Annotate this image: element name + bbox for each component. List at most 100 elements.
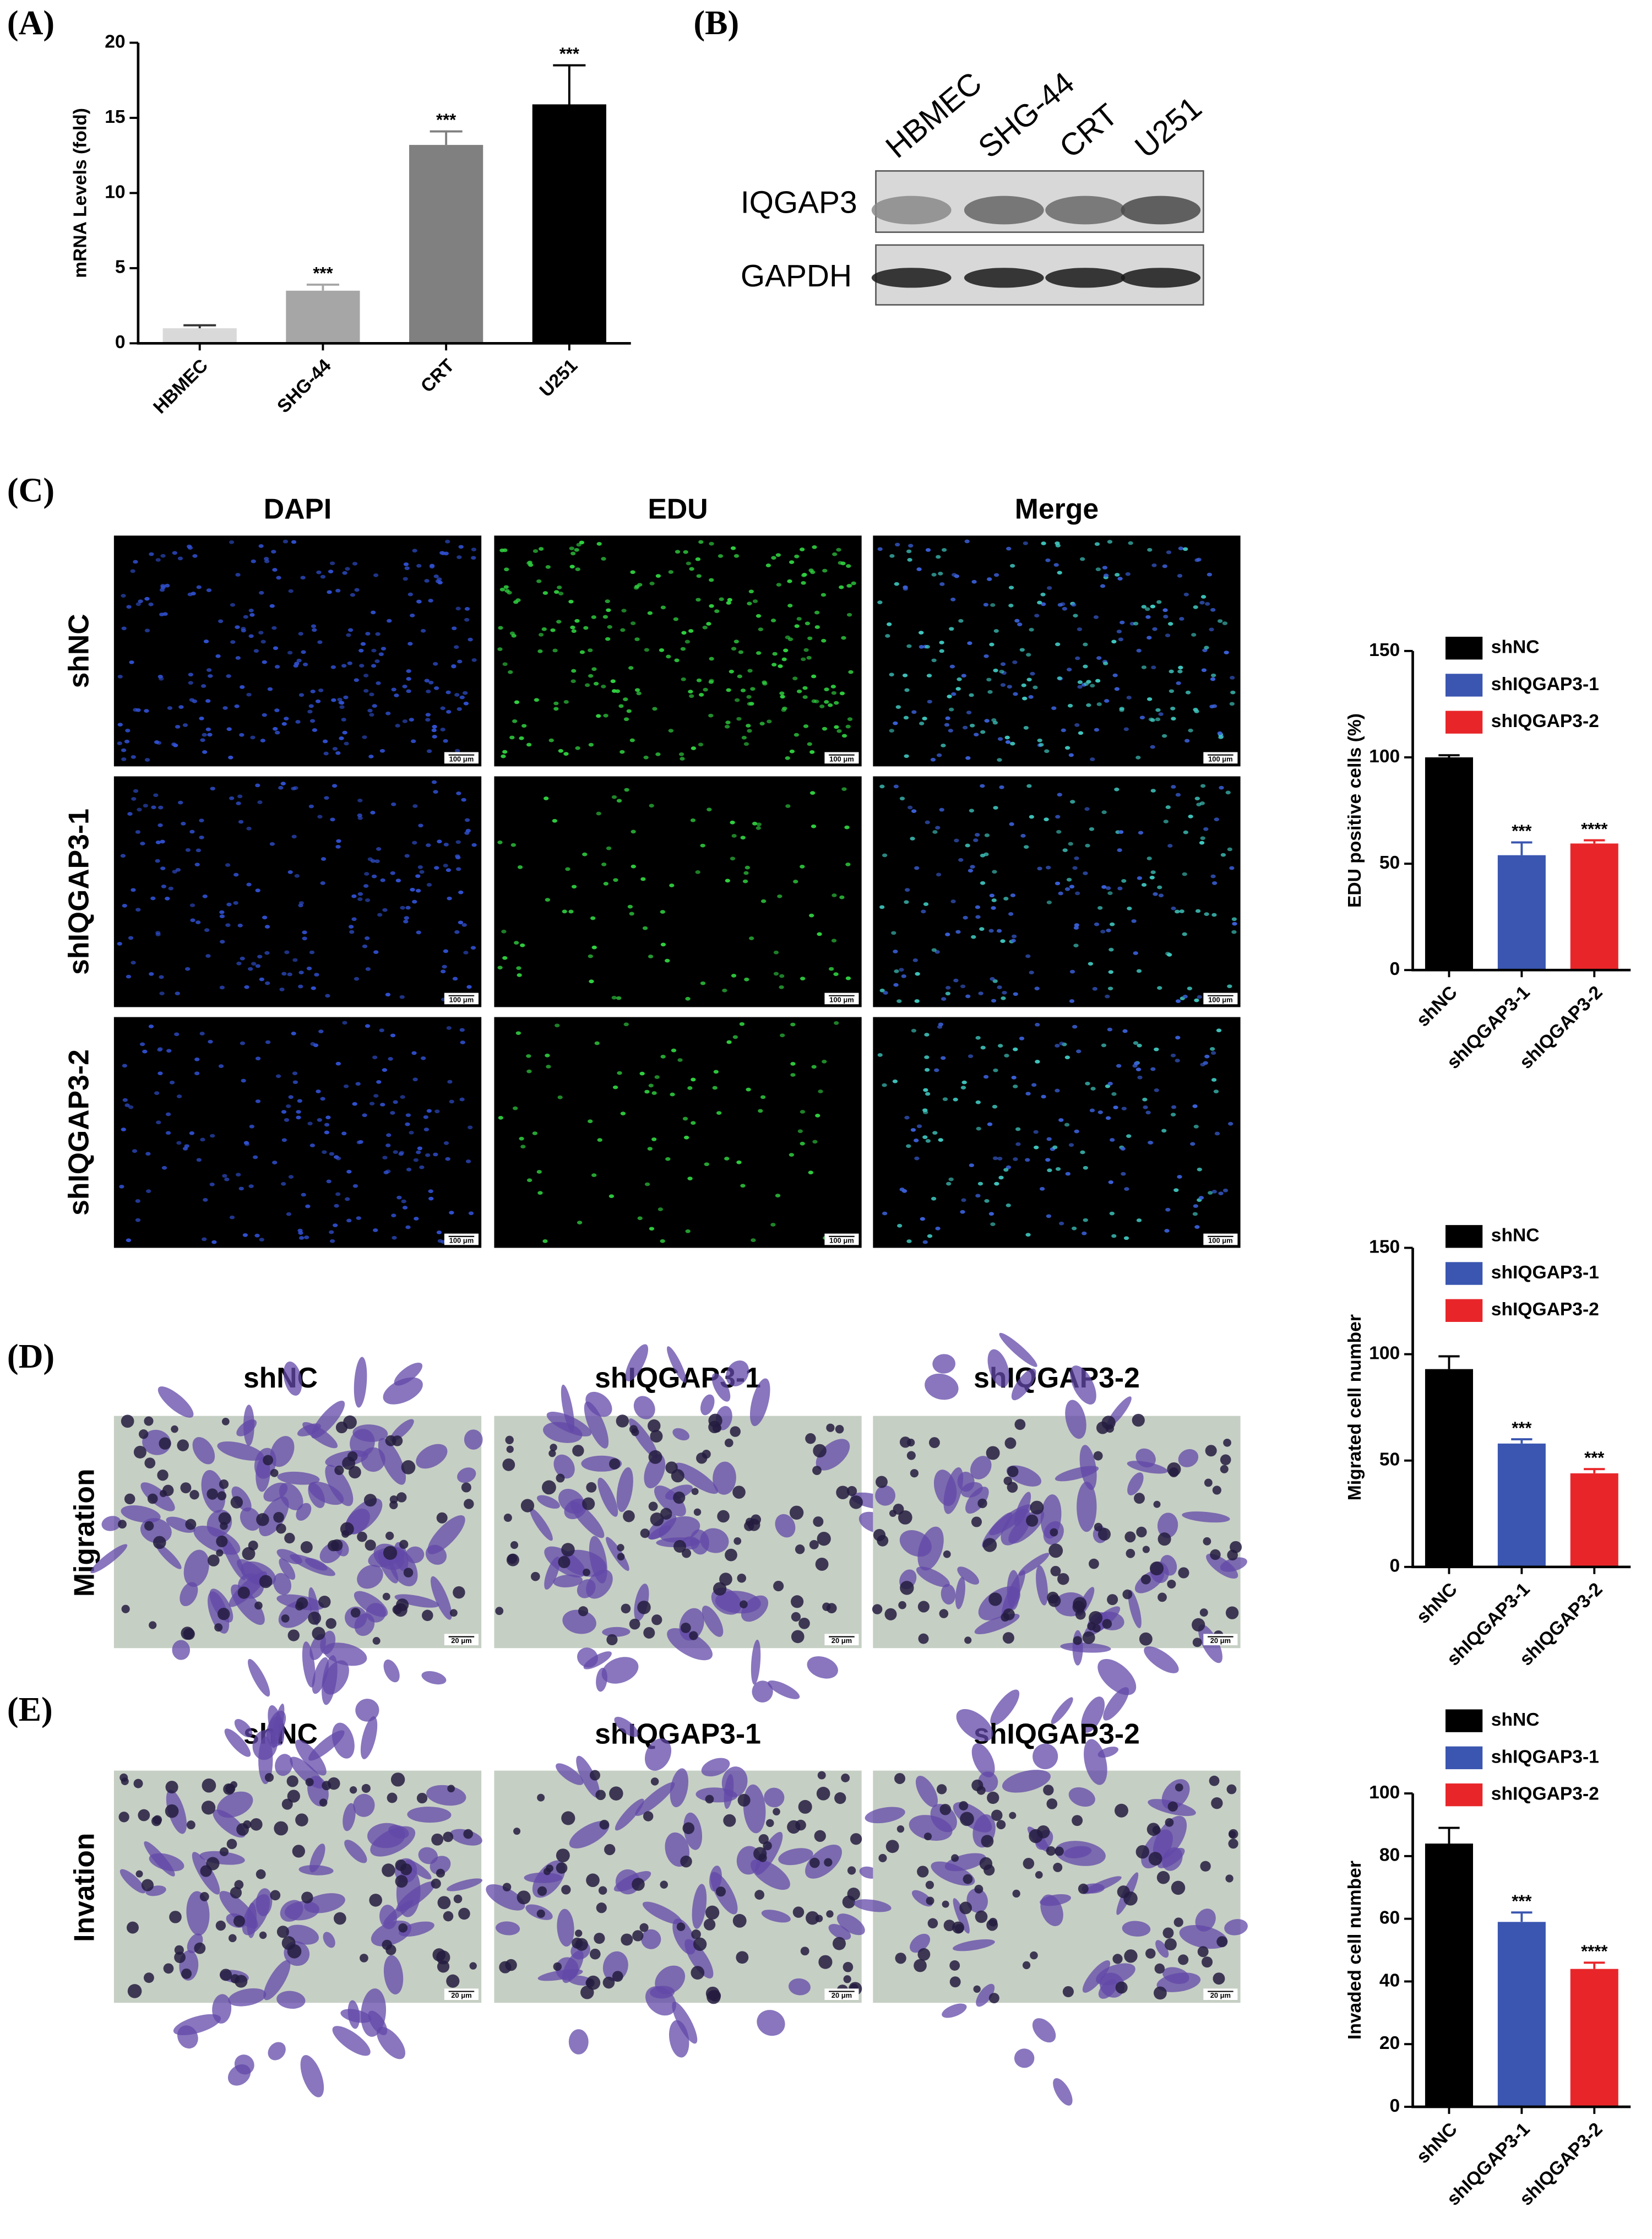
nucleus <box>730 546 736 550</box>
nucleus <box>159 991 165 995</box>
nucleus <box>931 1196 937 1201</box>
micrograph-bg <box>113 776 482 1007</box>
nucleus <box>404 566 410 571</box>
nucleus <box>391 802 396 806</box>
cell <box>311 1400 345 1439</box>
nucleus <box>400 1095 405 1099</box>
cell <box>383 1955 404 1994</box>
pore <box>798 1799 812 1814</box>
cell <box>283 1361 302 1396</box>
cell <box>275 1754 293 1776</box>
nucleus <box>406 689 411 693</box>
nucleus <box>1231 930 1237 934</box>
nucleus <box>238 820 244 824</box>
micrograph <box>854 1687 1248 2106</box>
nucleus <box>832 893 837 897</box>
nucleus <box>747 729 752 733</box>
pore <box>1012 1889 1020 1898</box>
cell <box>761 1910 791 1923</box>
cell <box>457 1467 476 1483</box>
nucleus <box>771 663 777 667</box>
cell <box>418 1847 438 1864</box>
pore <box>740 1600 748 1609</box>
nucleus <box>760 899 767 903</box>
column-header: DAPI <box>264 492 332 524</box>
nucleus <box>131 755 136 759</box>
cell <box>910 1933 931 1953</box>
nucleus <box>775 1194 781 1198</box>
nucleus <box>229 796 235 800</box>
nucleus <box>433 574 439 578</box>
nucleus <box>291 787 296 791</box>
nucleus <box>233 901 238 905</box>
nucleus <box>814 625 820 629</box>
nucleus <box>272 568 278 572</box>
nucleus <box>278 785 284 790</box>
nucleus <box>428 1189 433 1194</box>
nucleus <box>931 948 937 952</box>
nucleus <box>1149 875 1155 880</box>
nucleus <box>686 561 692 566</box>
nucleus <box>719 597 724 601</box>
cell <box>828 1924 851 1940</box>
nucleus <box>292 1071 298 1076</box>
nucleus <box>363 688 369 693</box>
nucleus <box>1104 573 1109 578</box>
cell <box>569 1820 610 1848</box>
nucleus <box>765 563 771 567</box>
nucleus <box>1010 893 1016 897</box>
nucleus <box>1021 696 1028 701</box>
nucleus <box>155 933 161 936</box>
pore <box>632 1878 645 1891</box>
nucleus <box>520 1145 526 1149</box>
nucleus <box>275 730 280 735</box>
nucleus <box>1195 909 1201 913</box>
nucleus <box>668 570 673 574</box>
nucleus <box>276 576 281 580</box>
nucleus <box>1222 1189 1229 1192</box>
nucleus <box>975 905 981 909</box>
nucleus <box>351 894 357 898</box>
nucleus <box>911 809 917 813</box>
cell <box>1065 1400 1086 1439</box>
nucleus <box>195 848 202 853</box>
nucleus <box>251 559 256 563</box>
nucleus <box>1193 1125 1199 1129</box>
nucleus <box>821 638 827 643</box>
nucleus <box>1227 984 1232 989</box>
pore <box>589 1948 601 1960</box>
nucleus <box>445 690 451 695</box>
pore <box>1203 1537 1211 1546</box>
nucleus <box>409 1130 414 1135</box>
nucleus <box>449 1211 454 1215</box>
nucleus <box>936 555 941 559</box>
nucleus <box>200 738 205 742</box>
nucleus <box>412 899 417 904</box>
pore <box>561 1885 571 1895</box>
pore <box>453 1586 465 1599</box>
pore <box>884 1608 897 1620</box>
nucleus <box>128 1105 134 1109</box>
nucleus <box>603 882 609 886</box>
pore <box>637 1601 651 1614</box>
nucleus <box>458 920 464 925</box>
nucleus <box>643 755 649 760</box>
error-bar <box>183 324 216 328</box>
nucleus <box>758 1109 763 1113</box>
nucleus <box>818 1089 823 1093</box>
nucleus <box>1034 1145 1039 1150</box>
nucleus <box>1075 656 1080 660</box>
pore <box>842 1895 856 1909</box>
nucleus <box>695 557 701 561</box>
nucleus <box>371 664 377 668</box>
cell <box>224 1728 251 1757</box>
nucleus <box>202 1237 207 1242</box>
axes <box>1411 650 1631 972</box>
cell <box>121 1505 161 1523</box>
nucleus <box>159 975 164 979</box>
pore <box>390 1772 405 1787</box>
nucleus <box>320 857 327 861</box>
pore <box>737 1793 751 1807</box>
nucleus <box>471 843 477 847</box>
nucleus <box>220 940 225 944</box>
